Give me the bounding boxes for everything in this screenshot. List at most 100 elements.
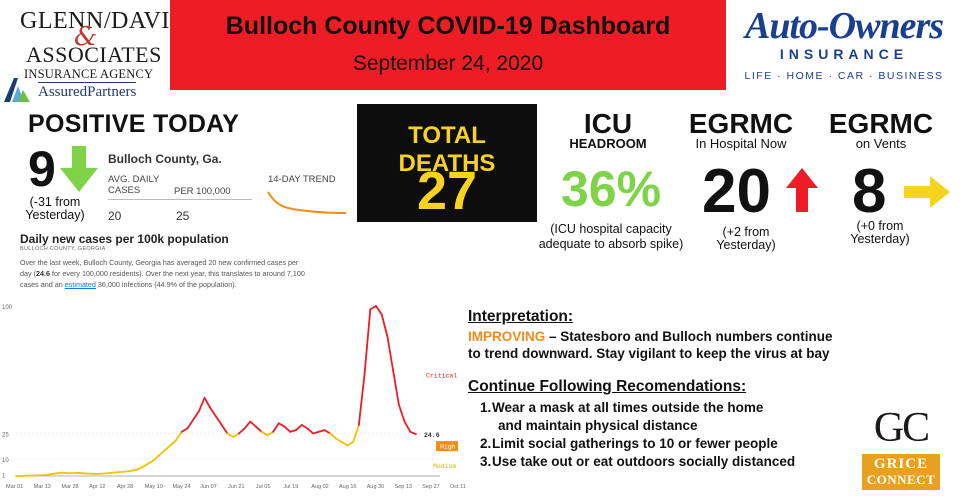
recommendation-item: 2.Limit social gatherings to 10 or fewer… bbox=[480, 436, 778, 451]
series-segment bbox=[357, 373, 366, 426]
series-segment bbox=[363, 308, 372, 375]
recommendation-item: 3.Use take out or eat outdoors socially … bbox=[480, 454, 795, 469]
series-segment bbox=[346, 441, 355, 447]
positive-today-value: 9 bbox=[28, 141, 56, 197]
logo-ampersand: & bbox=[74, 22, 98, 52]
icu-value: 36% bbox=[560, 161, 662, 217]
grice-connect-word-1: GRICE bbox=[873, 456, 929, 472]
egrmc-hospital-note: (+2 from Yesterday) bbox=[716, 225, 776, 252]
logo-line-1: GLENN/DAVIS bbox=[20, 8, 184, 34]
series-segment bbox=[403, 420, 412, 433]
daily-cases-subtitle: BULLOCH COUNTY, GEORGIA bbox=[20, 246, 106, 252]
series-segment bbox=[55, 471, 63, 475]
series-segment bbox=[283, 425, 292, 433]
x-tick-label: Jul 05 bbox=[256, 484, 271, 490]
logo-line-2: ASSOCIATES bbox=[26, 42, 162, 67]
series-segment bbox=[232, 432, 240, 438]
x-tick-label: Aug 16 bbox=[339, 484, 356, 490]
auto-owners-logo: Auto-Owners INSURANCE LIFE · HOME · CAR … bbox=[728, 0, 960, 100]
trend-label: 14-DAY TREND bbox=[268, 174, 336, 185]
series-segment bbox=[369, 305, 377, 311]
egrmc-hospital-subtitle: In Hospital Now bbox=[695, 136, 787, 151]
series-segment bbox=[249, 420, 257, 428]
interpretation-line-1: IMPROVING – Statesboro and Bulloch numbe… bbox=[468, 329, 833, 344]
interpretation-status: IMPROVING bbox=[468, 329, 546, 344]
series-segment bbox=[197, 396, 206, 413]
y-tick-label: 100 bbox=[2, 305, 13, 311]
series-segment bbox=[375, 305, 383, 316]
series-segment bbox=[60, 471, 69, 475]
egrmc-hospital-title: EGRMC bbox=[688, 108, 794, 139]
series-segment bbox=[295, 424, 303, 432]
series-segment bbox=[329, 432, 337, 440]
auto-owners-insurance: INSURANCE bbox=[779, 46, 909, 62]
series-segment bbox=[392, 369, 400, 406]
x-tick-label: Jun 07 bbox=[200, 484, 217, 490]
series-segment bbox=[255, 425, 263, 433]
per-100k-header: PER 100,000 bbox=[174, 186, 231, 197]
grice-connect-monogram: GC bbox=[873, 405, 930, 451]
series-segment bbox=[272, 422, 280, 433]
series-segment bbox=[175, 430, 183, 442]
daily-cases-description: Over the last week, Bulloch County, Geor… bbox=[20, 257, 310, 290]
estimated-link[interactable]: estimated bbox=[64, 280, 96, 289]
recommendation-text: Use take out or eat outdoors socially di… bbox=[492, 454, 796, 469]
per-100k-value: 25 bbox=[176, 209, 190, 223]
series-segment bbox=[129, 469, 137, 472]
recommendation-item: 1.Wear a mask at all times outside the h… bbox=[480, 400, 763, 415]
series-segment bbox=[215, 415, 223, 426]
series-segment bbox=[352, 424, 360, 443]
x-tick-label: Aug 02 bbox=[311, 484, 328, 490]
auto-owners-name: Auto-Owners bbox=[744, 5, 944, 47]
series-segment bbox=[152, 454, 160, 462]
y-tick-label: 25 bbox=[2, 433, 9, 439]
series-segment bbox=[203, 396, 212, 409]
glenn-davis-logo: GLENN/DAVIS & ASSOCIATES INSURANCE AGENC… bbox=[0, 0, 183, 104]
assured-partners-icon bbox=[4, 78, 30, 102]
y-tick-label: 1 bbox=[2, 473, 6, 479]
recommendation-number: 2. bbox=[480, 436, 492, 451]
series-segment bbox=[43, 473, 52, 477]
series-segment bbox=[243, 420, 252, 430]
recommendation-item: and maintain physical distance bbox=[498, 418, 698, 433]
series-segment bbox=[209, 407, 217, 418]
recommendations-title: Continue Following Recomendations: bbox=[468, 378, 747, 395]
series-segment bbox=[106, 471, 115, 475]
avg-daily-cases-value: 20 bbox=[108, 209, 122, 223]
egrmc-hospital-value: 20 bbox=[702, 157, 771, 226]
series-segment bbox=[300, 424, 309, 430]
total-deaths-value: 27 bbox=[416, 161, 478, 221]
series-segment bbox=[266, 430, 275, 437]
egrmc-vents-title: EGRMC bbox=[828, 108, 934, 139]
avg-daily-cases-header: AVG. DAILY CASES bbox=[108, 174, 160, 196]
series-segment bbox=[317, 429, 326, 433]
series-segment bbox=[397, 403, 406, 423]
county-divider bbox=[108, 199, 252, 200]
egrmc-vents-value: 8 bbox=[852, 157, 887, 226]
critical-label: Critical bbox=[426, 372, 457, 379]
x-tick-label: May 10 bbox=[145, 484, 163, 490]
icu-title: ICU bbox=[583, 108, 633, 139]
series-segment bbox=[409, 430, 417, 436]
x-tick-label: Apr 12 bbox=[89, 484, 105, 490]
recommendation-number: 3. bbox=[480, 454, 492, 469]
page-date: September 24, 2020 bbox=[352, 52, 544, 75]
desc-text-3: 36,000 infections (44.9% of the populati… bbox=[95, 280, 237, 289]
positive-today-label: POSITIVE TODAY bbox=[28, 110, 240, 138]
x-tick-label: Aug 30 bbox=[367, 484, 384, 490]
x-tick-label: Mar 01 bbox=[6, 484, 23, 490]
recommendation-number: 1. bbox=[480, 400, 492, 415]
up-arrow-icon bbox=[786, 168, 818, 212]
series-segment bbox=[186, 419, 195, 430]
series-segment bbox=[123, 469, 132, 473]
interpretation-line-2: to trend downward. Stay vigilant to keep… bbox=[468, 346, 830, 361]
series-segment bbox=[237, 427, 246, 435]
egrmc-vents-subtitle: on Vents bbox=[855, 136, 907, 151]
series-segment bbox=[260, 430, 269, 437]
series-segment bbox=[312, 430, 320, 435]
down-arrow-icon bbox=[60, 146, 98, 192]
series-segment bbox=[180, 427, 189, 433]
x-tick-label: Oct 11 bbox=[450, 484, 466, 490]
series-segment bbox=[220, 424, 229, 435]
grice-connect-word-2: CONNECT bbox=[866, 472, 936, 487]
